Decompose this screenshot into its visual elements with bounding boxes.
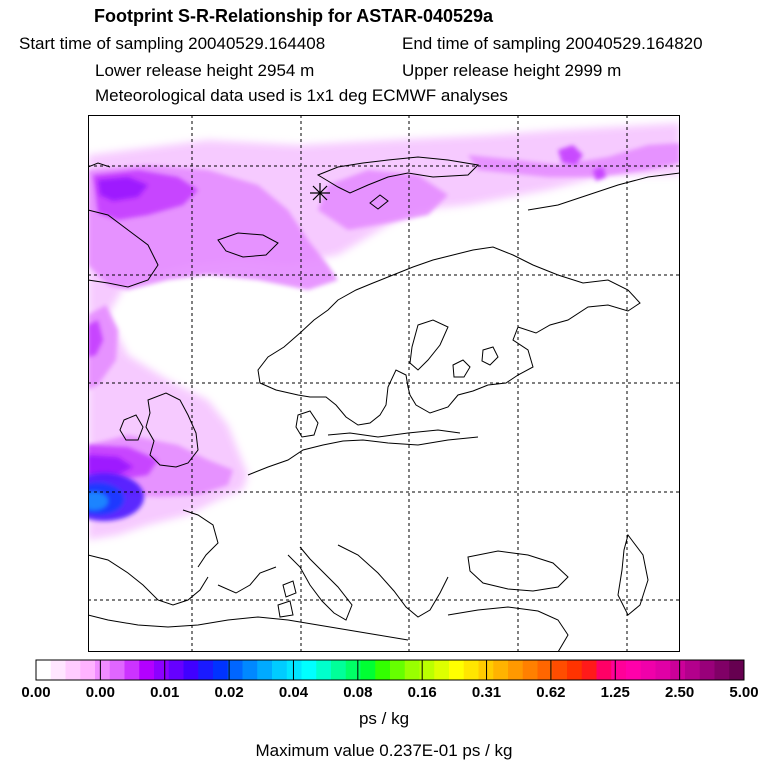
colorbar-swatch [272, 660, 288, 680]
colorbar-swatch [198, 660, 214, 680]
colorbar-swatch [449, 660, 465, 680]
colorbar-tick-label: 0.02 [214, 684, 244, 701]
upper-release-label: Upper release height 2999 m [402, 61, 622, 80]
colorbar-swatch [345, 660, 361, 680]
colorbar-tick-label: 2.50 [665, 684, 695, 701]
footprint-map [88, 115, 680, 652]
colorbar-swatch [154, 660, 170, 680]
colorbar-swatch [493, 660, 509, 680]
colorbar-swatch [581, 660, 597, 680]
colorbar-swatch [139, 660, 155, 680]
colorbar-swatch [316, 660, 332, 680]
colorbar-swatch [375, 660, 391, 680]
plot-title: Footprint S-R-Relationship for ASTAR-040… [94, 6, 494, 26]
colorbar-frame [35, 659, 745, 681]
colorbar-swatch [331, 660, 347, 680]
colorbar-swatch [242, 660, 258, 680]
colorbar-swatch [404, 660, 420, 680]
colorbar-swatch [36, 660, 52, 680]
end-time-label: End time of sampling 20040529.164820 [402, 34, 703, 53]
colorbar-swatch [65, 660, 81, 680]
colorbar-swatch [95, 660, 111, 680]
colorbar-swatch [596, 660, 612, 680]
colorbar-swatch [286, 660, 302, 680]
colorbar-swatch [537, 660, 553, 680]
colorbar-swatch [183, 660, 199, 680]
colorbar-swatch [124, 660, 140, 680]
meteo-data-label: Meteorological data used is 1x1 deg ECMW… [95, 86, 508, 105]
colorbar-swatch [508, 660, 524, 680]
unit-label: ps / kg [358, 709, 410, 728]
colorbar-swatch [699, 660, 715, 680]
colorbar [35, 659, 745, 681]
colorbar-swatch [301, 660, 317, 680]
colorbar-swatch [626, 660, 642, 680]
colorbar-swatch [213, 660, 229, 680]
colorbar-swatch [109, 660, 125, 680]
colorbar-tick-label: 5.00 [729, 684, 759, 701]
colorbar-tick-label: 0.01 [150, 684, 180, 701]
coastlines [88, 156, 680, 652]
colorbar-swatch [360, 660, 376, 680]
colorbar-swatch [390, 660, 406, 680]
colorbar-swatch [729, 660, 745, 680]
colorbar-swatch [257, 660, 273, 680]
colorbar-swatch [552, 660, 568, 680]
colorbar-swatch [714, 660, 730, 680]
colorbar-tick-label: 0.04 [278, 684, 309, 701]
colorbar-swatch [168, 660, 184, 680]
colorbar-tick-label: 1.25 [600, 684, 630, 701]
lower-release-label: Lower release height 2954 m [95, 61, 315, 80]
asterisk-icon [310, 183, 330, 203]
colorbar-tick-label: 0.62 [536, 684, 566, 701]
colorbar-swatch [463, 660, 479, 680]
colorbar-swatch [522, 660, 538, 680]
colorbar-swatch [419, 660, 435, 680]
max-value-label: Maximum value 0.237E-01 ps / kg [255, 741, 513, 760]
colorbar-swatch [567, 660, 583, 680]
colorbar-tick-label: 0.16 [407, 684, 437, 701]
lat-lon-grid [88, 115, 680, 652]
colorbar-swatch [227, 660, 243, 680]
map-frame [88, 115, 680, 652]
colorbar-tick-label: 0.31 [471, 684, 502, 701]
colorbar-swatch [640, 660, 656, 680]
colorbar-swatch [434, 660, 450, 680]
colorbar-tick-label: 0.00 [21, 684, 51, 701]
colorbar-tick-label: 0.08 [343, 684, 373, 701]
colorbar-swatch [685, 660, 701, 680]
colorbar-swatch [655, 660, 671, 680]
colorbar-swatch [670, 660, 686, 680]
start-time-label: Start time of sampling 20040529.164408 [19, 34, 326, 53]
colorbar-swatch [50, 660, 66, 680]
footprint-field [88, 123, 680, 540]
colorbar-tick-label: 0.00 [85, 684, 115, 701]
colorbar-swatch [611, 660, 627, 680]
colorbar-swatch [80, 660, 96, 680]
